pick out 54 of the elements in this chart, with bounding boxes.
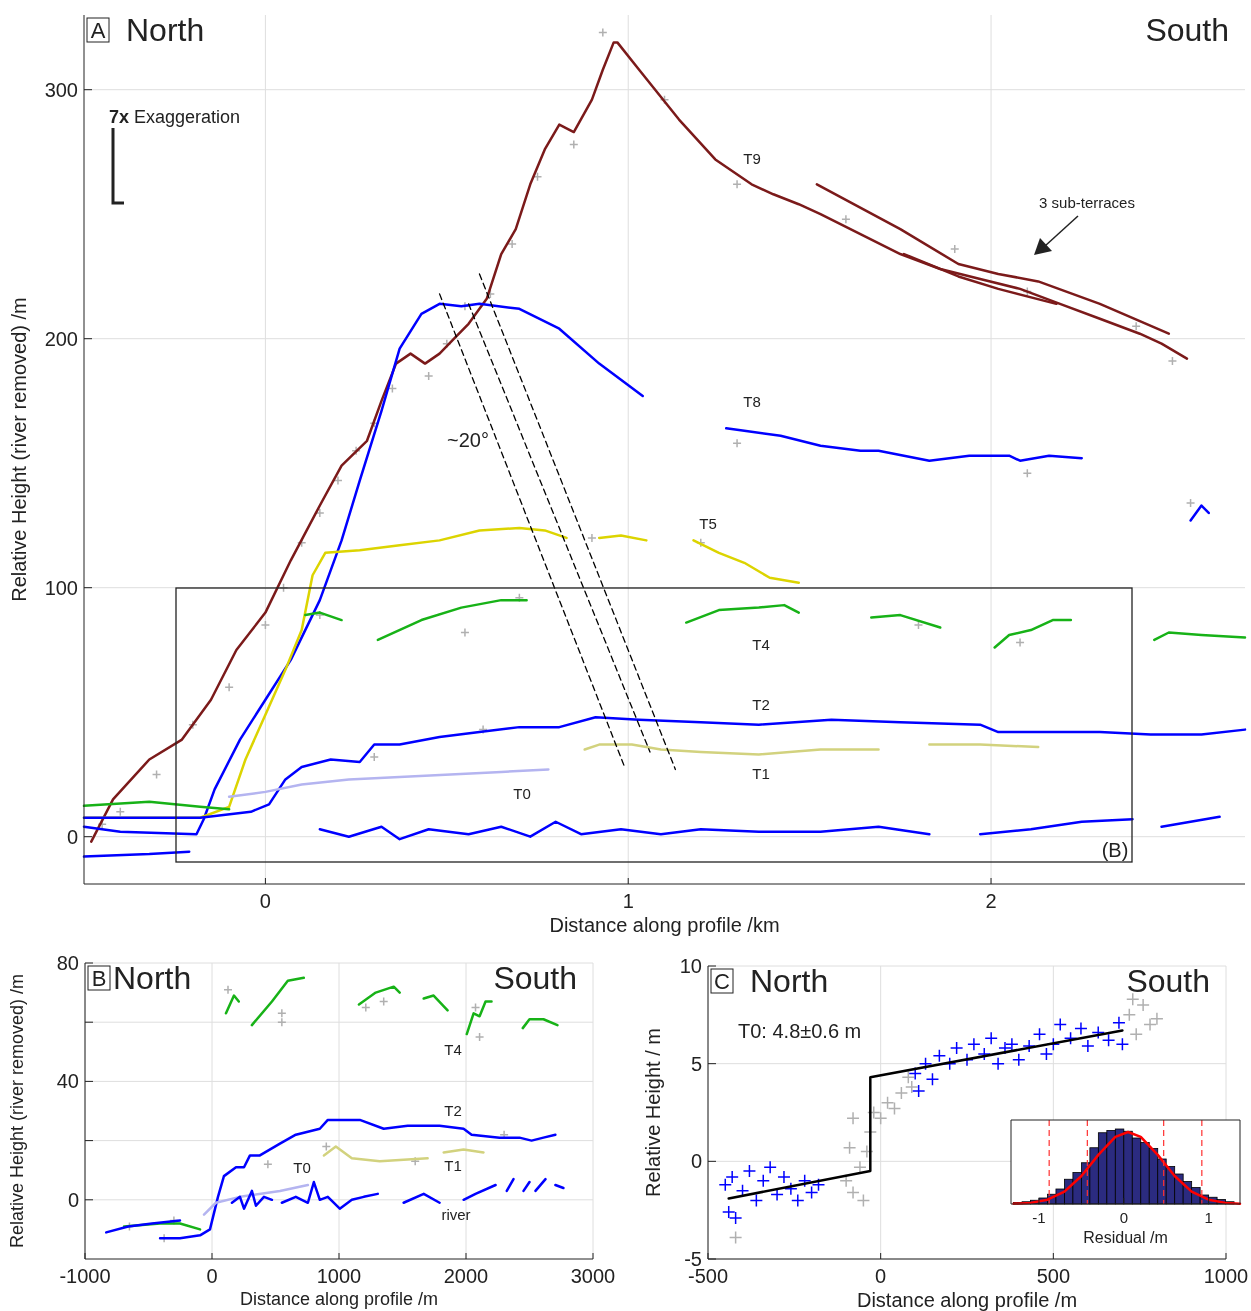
annotation: South [1145, 12, 1229, 48]
y-tick-label: 40 [56, 1070, 79, 1093]
x-axis-title: Distance along profile /m [856, 1289, 1078, 1311]
x-tick-label: 0 [875, 1265, 887, 1287]
annotation: North [113, 960, 192, 996]
y-axis-title: Relative Height (river removed) /m [8, 297, 30, 602]
y-tick-label: 80 [56, 952, 79, 974]
annotation: South [1126, 963, 1210, 999]
annotation: river [441, 1206, 471, 1223]
x-tick-label: 0 [1119, 1209, 1128, 1226]
annotation: T9 [743, 150, 761, 167]
y-axis-title: Relative Height (river removed) /m [7, 973, 27, 1249]
x-tick-label: 1 [622, 890, 634, 912]
x-tick-label: -1 [1032, 1209, 1046, 1226]
annotation: T0 [513, 785, 531, 802]
x-tick-label: 0 [206, 1265, 218, 1287]
annotation: T1 [444, 1157, 462, 1174]
annotation: ~20° [447, 429, 489, 451]
annotation: T1 [752, 765, 770, 782]
x-tick-label: -1000 [59, 1265, 111, 1287]
y-tick-label: 100 [44, 576, 78, 599]
annotation: T2 [444, 1102, 462, 1119]
annotation: North [750, 963, 829, 999]
y-tick-label: 200 [44, 327, 78, 350]
annotation: T0 [293, 1159, 311, 1176]
x-tick-label: 1 [1204, 1209, 1213, 1226]
x-tick-label: 1000 [1203, 1265, 1249, 1287]
x-axis-title: Residual /m [1083, 1229, 1168, 1246]
annotation: (B) [1101, 839, 1129, 861]
annotation: 3 sub-terraces [1039, 194, 1135, 211]
x-tick-label: 3000 [570, 1265, 616, 1287]
y-tick-label: 0 [690, 1150, 702, 1173]
y-tick-label: 10 [679, 955, 702, 977]
annotation: T0: 4.8±0.6 m [738, 1020, 862, 1042]
annotation: South [493, 960, 577, 996]
x-axis-title: Distance along profile /km [549, 914, 780, 936]
annotation: T5 [699, 515, 717, 532]
x-tick-label: 1000 [316, 1265, 362, 1287]
x-tick-label: 2000 [443, 1265, 489, 1287]
x-tick-label: 0 [259, 890, 271, 912]
annotation: 7x Exaggeration [109, 107, 241, 127]
x-tick-label: 2 [985, 890, 997, 912]
y-tick-label: 300 [44, 78, 78, 101]
annotation: T4 [752, 636, 770, 653]
y-tick-label: 0 [67, 1188, 79, 1211]
y-tick-label: 5 [690, 1052, 702, 1075]
y-tick-label: 0 [66, 825, 78, 848]
y-axis-title: Relative Height / m [642, 1028, 664, 1197]
annotation: T4 [444, 1041, 462, 1058]
x-axis-title: Distance along profile /m [239, 1289, 439, 1309]
annotation: T8 [743, 393, 761, 410]
x-tick-label: 500 [1036, 1265, 1071, 1287]
annotation: North [126, 12, 205, 48]
annotation: T2 [752, 696, 770, 713]
